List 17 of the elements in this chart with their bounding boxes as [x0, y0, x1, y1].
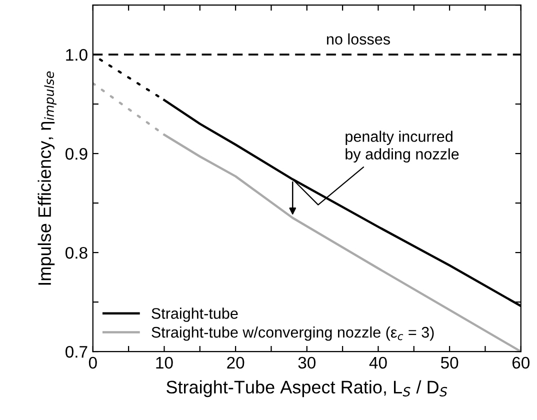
x-tick-label: 0 [88, 356, 97, 369]
x-tick-label: 40 [369, 356, 387, 369]
y-tick-label: 1.0 [66, 48, 88, 61]
x-axis-title: Straight-Tube Aspect Ratio, L$_{S}$ / D$_{S}$ [166, 380, 448, 398]
y-tick-label: 0.7 [66, 346, 88, 358]
legend-label: Straight-tube w/converging nozzle (ε$_{c}$ = 3) [152, 326, 434, 341]
x-tick-label: 50 [440, 356, 458, 369]
y-tick-label: 0.8 [66, 246, 88, 259]
ref-line-label: no losses [327, 33, 390, 45]
y-axis-title: Impulse Efficiency, η$_{impulse}$ [38, 71, 56, 285]
x-tick-label: 30 [298, 356, 316, 369]
y-tick-label: 0.9 [66, 148, 88, 160]
x-tick-label: 10 [156, 356, 173, 369]
annotation: penalty incurred by adding nozzle [346, 130, 459, 163]
legend-label: Straight-tube [152, 308, 238, 322]
x-tick-label: 20 [227, 356, 244, 369]
x-tick-label: 60 [512, 356, 530, 369]
